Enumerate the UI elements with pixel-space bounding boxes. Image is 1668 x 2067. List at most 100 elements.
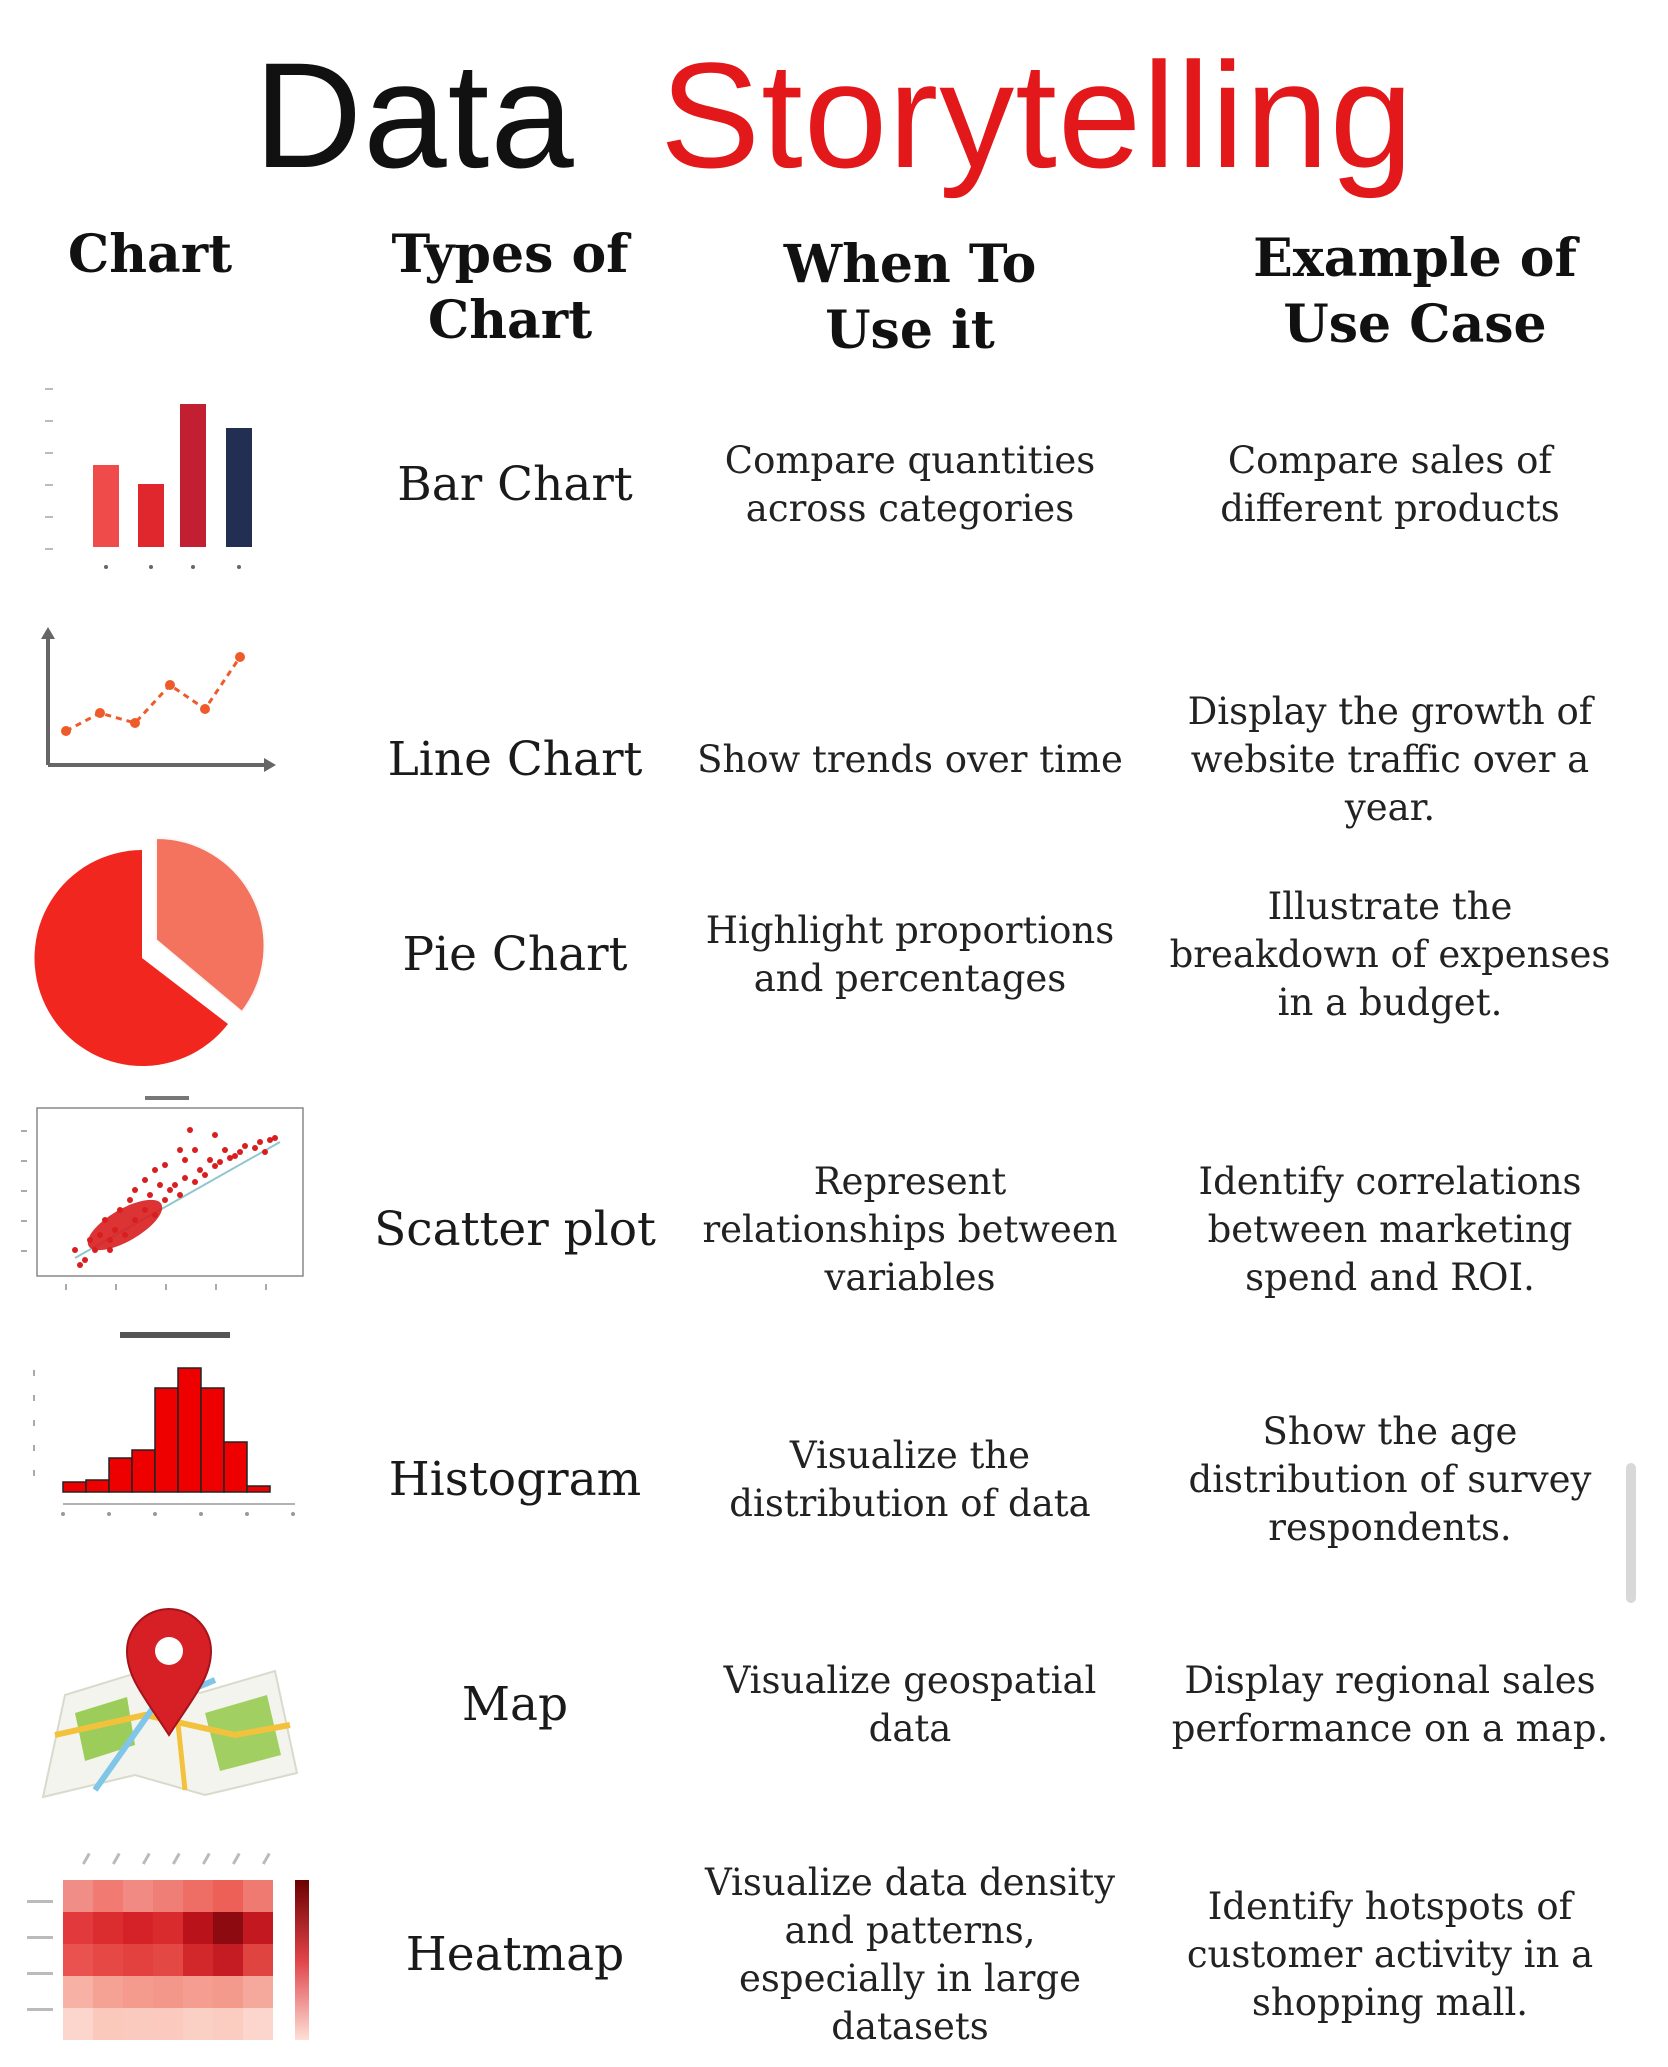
heatmap-cell — [183, 1944, 213, 1976]
when-to-use-text: Highlight proportions and percentages — [705, 909, 1115, 1000]
scatter-dot — [257, 1139, 263, 1145]
heatmap-cell — [213, 2008, 243, 2040]
use-case-example-text: Identify correlations between marketing … — [1198, 1160, 1582, 1299]
scatter-dot — [242, 1143, 248, 1149]
heatmap-cell — [123, 1880, 153, 1912]
scatter-dot — [197, 1167, 203, 1173]
scatter-dot — [162, 1197, 168, 1203]
when-to-use-text: Show trends over time — [697, 738, 1123, 781]
scatter-dot — [172, 1182, 178, 1188]
scatter-dot — [232, 1153, 238, 1159]
heatmap-cell — [93, 1880, 123, 1912]
heatmap-cell — [243, 1944, 273, 1976]
scatter-dot — [207, 1157, 213, 1163]
header-example-use-case: Example of Use Case — [1253, 228, 1577, 355]
map-pin-icon — [41, 1608, 299, 1799]
when-to-use-text: Compare quantities across categories — [724, 439, 1096, 530]
heatmap-cell — [213, 1944, 243, 1976]
heatmap-cell — [93, 1912, 123, 1944]
bar-c — [180, 404, 206, 547]
header-when-to-use: When To Use it — [783, 234, 1037, 361]
heatmap-cell — [183, 1912, 213, 1944]
heatmap-cell — [153, 1912, 183, 1944]
heatmap-cell — [93, 1976, 123, 2008]
histogram-title-mark — [120, 1332, 230, 1338]
bar-b — [138, 484, 164, 547]
heatmap-cell — [243, 2008, 273, 2040]
scatter-dot — [182, 1175, 188, 1181]
scatter-dot — [177, 1147, 183, 1153]
when-to-use-text: Represent relationships between variable… — [702, 1160, 1118, 1299]
bar-chart-icon — [45, 388, 252, 569]
heatmap-cell — [213, 1976, 243, 2008]
heatmap-cell — [63, 1944, 93, 1976]
heatmap-cell — [243, 1912, 273, 1944]
heatmap-cell — [183, 1880, 213, 1912]
scatter-dot — [227, 1155, 233, 1161]
header-types-of-chart: Types of Chart — [391, 224, 629, 351]
scrollbar[interactable] — [1626, 1463, 1636, 1603]
heatmap-cell — [243, 1880, 273, 1912]
heatmap-cell — [123, 1944, 153, 1976]
page-title: Data Storytelling — [0, 30, 1668, 200]
scatter-dot — [177, 1192, 183, 1198]
use-case-example-text: Compare sales of different products — [1220, 439, 1560, 530]
when-to-use-text: Visualize data density and patterns, esp… — [704, 1861, 1116, 2048]
heatmap-cell — [213, 1912, 243, 1944]
bar-d — [226, 428, 252, 547]
chart-type-label: Histogram — [388, 1452, 642, 1507]
heatmap-cell — [63, 1976, 93, 2008]
scatter-dot — [187, 1127, 193, 1133]
use-case-example-text: Illustrate the breakdown of expenses in … — [1169, 885, 1611, 1024]
heatmap-cell — [63, 1912, 93, 1944]
scatter-dot — [262, 1149, 268, 1155]
title-word-data: Data — [253, 31, 575, 199]
heatmap-cell — [123, 1976, 153, 2008]
scatter-dot — [212, 1163, 218, 1169]
heatmap-cell — [93, 2008, 123, 2040]
scatter-dot — [127, 1197, 133, 1203]
chart-type-label: Pie Chart — [402, 927, 628, 982]
use-case-example-text: Display regional sales performance on a … — [1171, 1659, 1609, 1750]
axis-ticks — [45, 388, 53, 550]
scatter-dot — [82, 1257, 88, 1263]
histogram-icon — [33, 1332, 295, 1516]
bar-a — [93, 465, 119, 547]
heatmap-cell — [153, 1976, 183, 2008]
scatter-dot — [212, 1132, 218, 1138]
chart-type-label: Line Chart — [387, 732, 643, 787]
scatter-dot — [167, 1187, 173, 1193]
use-case-example-text: Show the age distribution of survey resp… — [1188, 1410, 1592, 1549]
heatmap-cell — [153, 1944, 183, 1976]
scatter-dot — [132, 1187, 138, 1193]
scatter-dot — [252, 1145, 258, 1151]
chart-type-label: Heatmap — [405, 1927, 625, 1982]
heatmap-cell — [63, 2008, 93, 2040]
heatmap-cell — [213, 1880, 243, 1912]
scatter-dot — [162, 1162, 168, 1168]
scatter-plot-icon — [21, 1096, 304, 1290]
scatter-dot — [152, 1167, 158, 1173]
scatter-dot — [202, 1172, 208, 1178]
scatter-dot — [157, 1182, 163, 1188]
heatmap-cell — [153, 1880, 183, 1912]
title-word-storytelling: Storytelling — [660, 31, 1415, 199]
scatter-dot — [147, 1192, 153, 1198]
when-to-use-text: Visualize geospatial data — [723, 1659, 1097, 1750]
scatter-dot — [192, 1147, 198, 1153]
scatter-dot — [237, 1149, 243, 1155]
chart-type-label: Map — [461, 1677, 569, 1732]
scatter-dot — [77, 1262, 83, 1268]
line-chart-icon — [41, 627, 276, 772]
scatter-dot — [182, 1157, 188, 1163]
scatter-dot — [272, 1135, 278, 1141]
scatter-dot — [267, 1137, 273, 1143]
scatter-dot — [142, 1177, 148, 1183]
heatmap-icon — [27, 1852, 309, 2040]
heatmap-cell — [243, 1976, 273, 2008]
heatmap-cell — [93, 1944, 123, 1976]
header-chart: Chart — [67, 224, 233, 285]
heatmap-cell — [153, 2008, 183, 2040]
when-to-use-text: Visualize the distribution of data — [729, 1434, 1091, 1525]
scatter-dot — [192, 1179, 198, 1185]
